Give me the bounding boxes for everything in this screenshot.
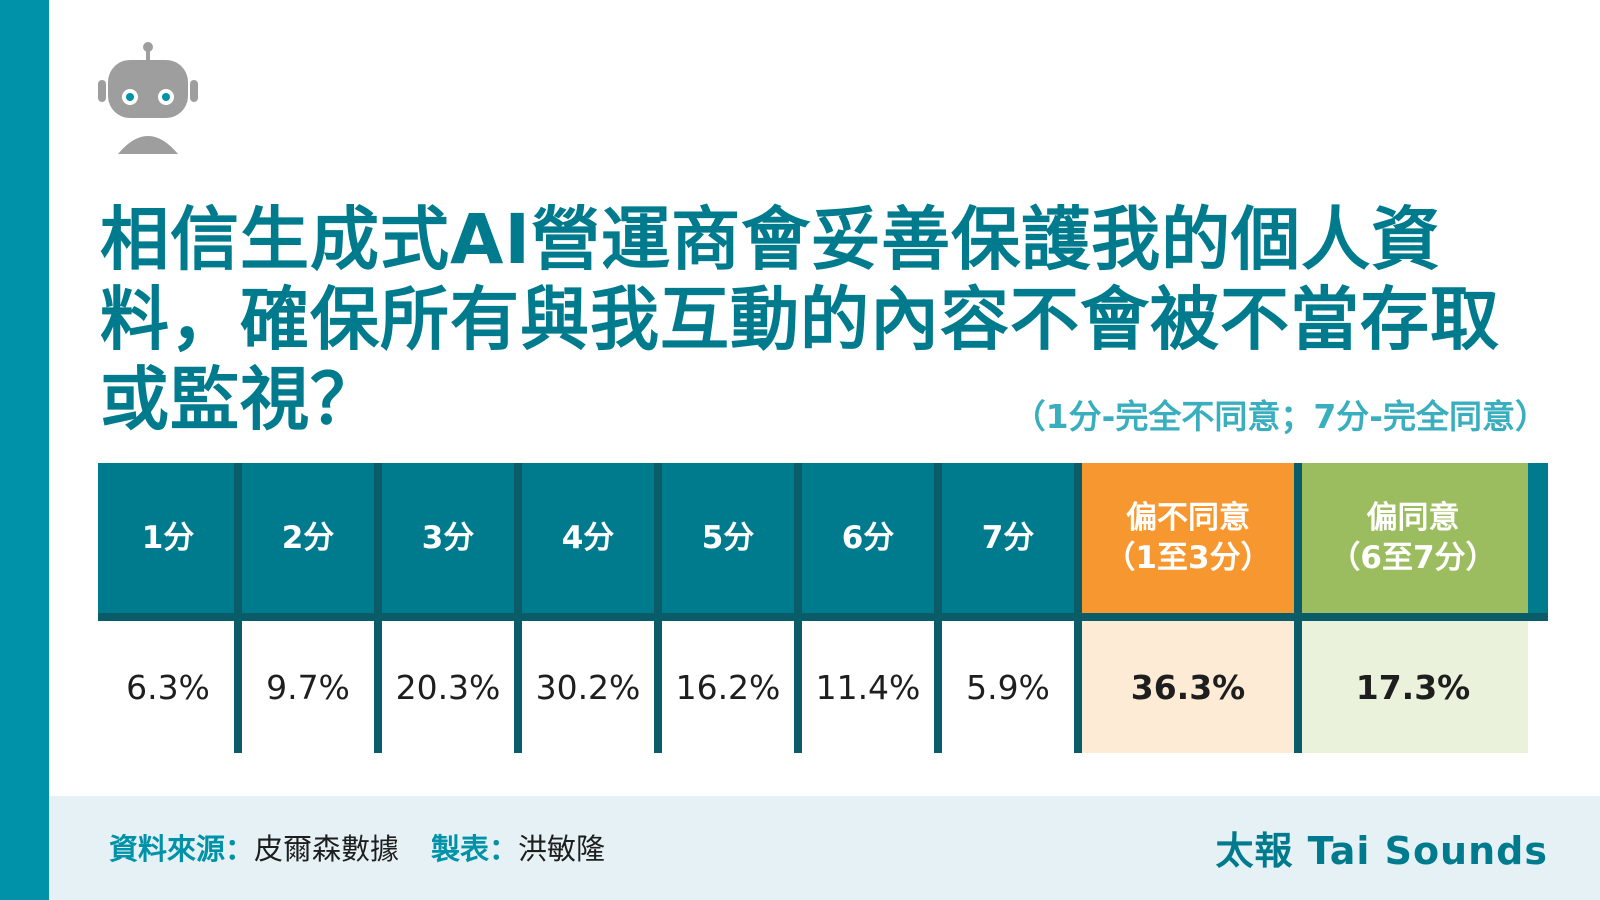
source-line: 資料來源：皮爾森數據 製表：洪敏隆	[109, 826, 605, 868]
brand-logo-text: 太報 Tai Sounds	[1215, 829, 1548, 873]
header-cell-2: 2分	[281, 520, 335, 556]
header-underline	[98, 613, 1548, 621]
left-accent-bar	[0, 0, 49, 900]
results-table: 1分 6.3% 2分 9.7% 3分 20.3% 4分 30.2% 5分 16.2% 6分 11.4%…	[98, 463, 1548, 753]
value-cell-7: 5.9%	[966, 667, 1050, 707]
value-cell-6: 11.4%	[815, 667, 921, 707]
value-cell-5: 16.2%	[675, 667, 781, 707]
header-cell-1: 1分	[141, 520, 195, 556]
scale-note: （1分-完全不同意；7分-完全同意）	[1012, 397, 1548, 436]
header-cell-5: 5分	[701, 520, 755, 556]
header-cell-4: 4分	[561, 520, 615, 556]
column-divider	[1294, 463, 1302, 753]
value-cell-3: 20.3%	[395, 667, 501, 707]
header-cell-9: 偏同意 （6至7分）	[1298, 463, 1528, 613]
value-cell-8: 36.3%	[1078, 621, 1298, 753]
header-cell-6: 6分	[841, 520, 895, 556]
source-value: 皮爾森數據	[254, 832, 400, 866]
header-cell-7: 7分	[981, 520, 1035, 556]
column-divider	[1074, 463, 1082, 753]
header-cell-3: 3分	[421, 520, 475, 556]
value-cell-1: 6.3%	[126, 667, 210, 707]
chart-title: 相信生成式AI營運商會妥善保護我的個人資料，確保所有與我互動的內容不會被不當存取…	[100, 200, 1500, 440]
source-label: 資料來源：	[109, 832, 255, 866]
value-cell-9: 17.3%	[1298, 621, 1528, 753]
value-cell-2: 9.7%	[266, 667, 350, 707]
maker-label: 製表：	[431, 832, 519, 866]
column-divider	[234, 463, 242, 753]
column-divider	[934, 463, 942, 753]
value-cell-4: 30.2%	[535, 667, 641, 707]
header-cell-8: 偏不同意 （1至3分）	[1078, 463, 1298, 613]
column-divider	[794, 463, 802, 753]
column-divider	[374, 463, 382, 753]
robot-icon	[98, 42, 198, 154]
column-divider	[654, 463, 662, 753]
maker-value: 洪敏隆	[518, 832, 606, 866]
footer: 資料來源：皮爾森數據 製表：洪敏隆 太報 Tai Sounds	[49, 796, 1600, 900]
column-divider	[514, 463, 522, 753]
